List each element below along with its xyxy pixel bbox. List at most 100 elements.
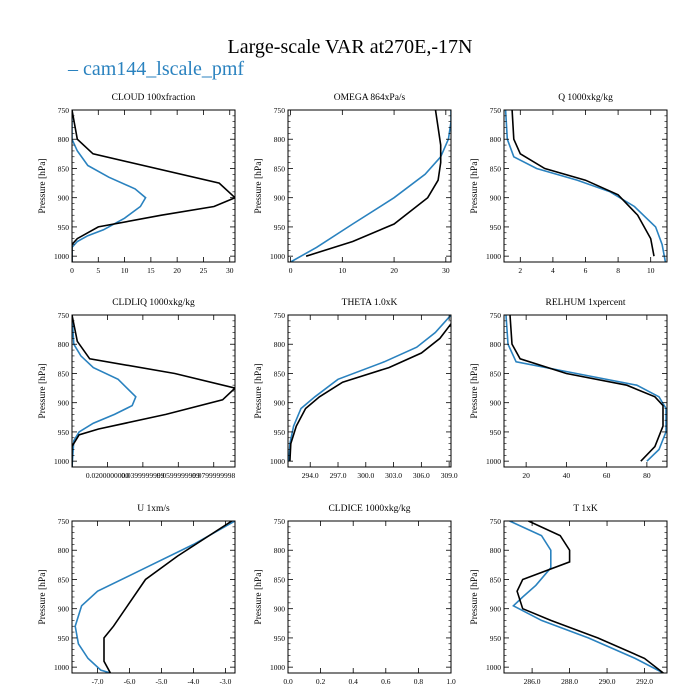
series-line-reference xyxy=(72,110,235,262)
panel-title: CLOUD 100xfraction xyxy=(112,92,196,103)
x-tick-label: 20 xyxy=(173,266,181,275)
series-line-model xyxy=(504,110,667,262)
y-tick-label: 900 xyxy=(274,194,286,203)
legend-label: cam144_lscale_pmf xyxy=(83,58,245,80)
y-tick-label: 950 xyxy=(490,428,502,437)
y-axis-label: Pressure [hPa] xyxy=(38,158,48,213)
y-tick-label: 1000 xyxy=(270,252,285,261)
y-tick-label: 850 xyxy=(58,369,70,378)
y-tick-label: 900 xyxy=(58,605,70,614)
y-tick-label: 1000 xyxy=(486,663,501,672)
y-tick-label: 950 xyxy=(274,223,286,232)
legend-line-icon: – xyxy=(68,58,78,80)
series-line-model xyxy=(74,521,235,673)
x-tick-label: 40 xyxy=(563,471,571,480)
y-tick-label: 1000 xyxy=(486,457,501,466)
series-line-model xyxy=(72,315,137,467)
x-tick-label: 15 xyxy=(147,266,155,275)
legend: – cam144_lscale_pmf xyxy=(68,58,244,81)
x-tick-label: 10 xyxy=(339,266,347,275)
x-tick-label: 300.0 xyxy=(357,471,374,480)
x-tick-label: 0.2 xyxy=(316,677,326,686)
panel-9: T 1xK Pressure [hPa] 750 800 850 900 950 1000 28… xyxy=(470,504,668,686)
y-tick-label: 900 xyxy=(274,399,286,408)
y-tick-label: 1000 xyxy=(54,457,69,466)
y-tick-label: 900 xyxy=(274,605,286,614)
y-axis-label: Pressure [hPa] xyxy=(254,158,264,213)
panel-title: Q 1000xkg/kg xyxy=(558,93,613,103)
y-tick-label: 800 xyxy=(274,135,286,144)
panel-title: U 1xm/s xyxy=(137,504,170,514)
y-tick-label: 750 xyxy=(58,106,70,115)
series-line-model xyxy=(505,315,667,462)
x-tick-label: 0 xyxy=(70,266,74,275)
x-tick-label: 0.0399999999 xyxy=(121,471,164,480)
x-tick-label: 286.0 xyxy=(524,677,541,686)
y-tick-label: 850 xyxy=(58,164,70,173)
plot-frame xyxy=(287,314,452,468)
y-axis-label: Pressure [hPa] xyxy=(470,158,480,213)
y-tick-label: 750 xyxy=(490,517,502,526)
y-tick-label: 1000 xyxy=(54,663,69,672)
x-tick-label: -3.0 xyxy=(219,677,231,686)
y-tick-label: 950 xyxy=(58,223,70,232)
series-line-reference xyxy=(103,521,233,673)
y-tick-label: 900 xyxy=(490,605,502,614)
y-tick-label: 950 xyxy=(274,634,286,643)
series-line-reference xyxy=(511,110,655,257)
y-axis-label: Pressure [hPa] xyxy=(38,363,48,418)
x-tick-label: 290.0 xyxy=(599,677,616,686)
panel-5: THETA 1.0xK Pressure [hPa] 750 800 850 900 950… xyxy=(254,298,458,480)
y-axis-label: Pressure [hPa] xyxy=(254,363,264,418)
y-tick-label: 850 xyxy=(274,369,286,378)
y-tick-label: 750 xyxy=(490,311,502,320)
y-tick-label: 800 xyxy=(58,135,70,144)
series-line-reference xyxy=(509,315,664,462)
y-tick-label: 800 xyxy=(490,340,502,349)
y-axis-label: Pressure [hPa] xyxy=(470,363,480,418)
y-tick-label: 750 xyxy=(58,311,70,320)
series-line-model xyxy=(509,521,664,673)
y-tick-label: 850 xyxy=(490,369,502,378)
x-tick-label: 0 xyxy=(289,266,293,275)
y-tick-label: 950 xyxy=(490,223,502,232)
y-tick-label: 850 xyxy=(490,164,502,173)
y-tick-label: 850 xyxy=(490,575,502,584)
y-tick-label: 750 xyxy=(490,106,502,115)
panel-8: CLDICE 1000xkg/kg Pressure [hPa] 750 800 850… xyxy=(254,504,456,686)
panel-title: RELHUM 1xpercent xyxy=(546,298,626,308)
y-axis-label: Pressure [hPa] xyxy=(470,569,480,624)
plot-frame xyxy=(503,109,668,263)
figure-title: Large-scale VAR at270E,-17N xyxy=(227,36,473,58)
y-tick-label: 950 xyxy=(58,428,70,437)
x-tick-label: -4.0 xyxy=(188,677,200,686)
x-tick-label: 10 xyxy=(121,266,129,275)
y-axis-label: Pressure [hPa] xyxy=(38,569,48,624)
x-tick-label: 10 xyxy=(647,266,655,275)
y-tick-label: 850 xyxy=(274,575,286,584)
y-tick-label: 800 xyxy=(58,546,70,555)
x-tick-label: -6.0 xyxy=(124,677,136,686)
panel-title: CLDLIQ 1000xkg/kg xyxy=(112,298,195,308)
y-tick-label: 1000 xyxy=(270,663,285,672)
x-tick-label: 5 xyxy=(96,266,100,275)
panel-title: THETA 1.0xK xyxy=(342,298,398,308)
x-tick-label: 25 xyxy=(200,266,208,275)
x-tick-label: 297.0 xyxy=(330,471,347,480)
y-tick-label: 1000 xyxy=(270,457,285,466)
y-tick-label: 800 xyxy=(490,135,502,144)
series-line-reference xyxy=(305,110,442,257)
x-tick-label: 0.0599999999 xyxy=(157,471,200,480)
series-line-reference xyxy=(289,323,451,462)
panel-title: OMEGA 864xPa/s xyxy=(334,93,406,103)
y-tick-label: 800 xyxy=(274,546,286,555)
y-tick-label: 800 xyxy=(274,340,286,349)
x-tick-label: -7.0 xyxy=(92,677,104,686)
x-tick-label: 30 xyxy=(226,266,234,275)
y-axis-label: Pressure [hPa] xyxy=(254,569,264,624)
x-tick-label: 8 xyxy=(616,266,620,275)
x-tick-label: 20 xyxy=(522,471,530,480)
x-tick-label: 30 xyxy=(442,266,450,275)
y-tick-label: 900 xyxy=(490,194,502,203)
